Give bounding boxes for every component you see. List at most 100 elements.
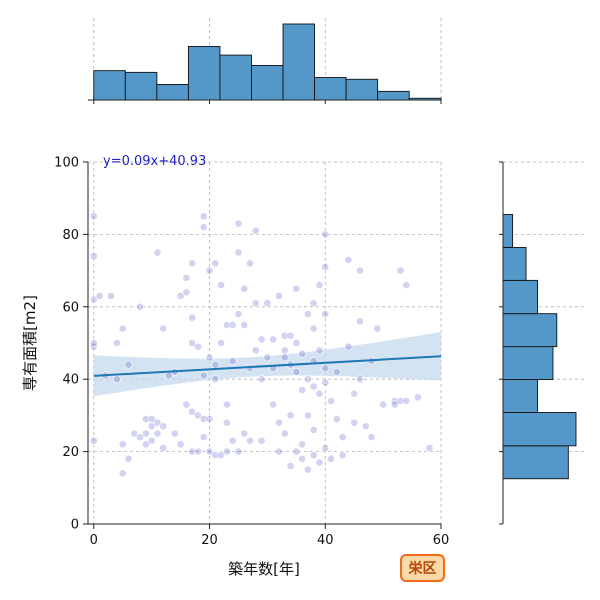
x-tick-label: 0 [90, 533, 98, 548]
data-point [182, 400, 191, 409]
data-point [205, 266, 214, 275]
data-point [315, 458, 324, 467]
right-hist-bar [502, 346, 554, 381]
data-point [141, 440, 150, 449]
data-point [199, 371, 208, 380]
regression-equation: y=0.09x+40.93 [103, 154, 206, 169]
data-point [396, 266, 405, 275]
data-point [147, 436, 156, 445]
data-point [315, 346, 324, 355]
data-point [130, 429, 139, 438]
data-point [402, 397, 411, 405]
data-point [234, 447, 243, 456]
data-point [222, 320, 231, 329]
top-hist-bar [93, 70, 126, 101]
data-point [344, 255, 353, 264]
confidence-band [93, 332, 442, 397]
data-point [292, 284, 301, 293]
x-tick-label: 60 [433, 533, 450, 548]
right-hist-bar [502, 214, 514, 248]
data-point [356, 266, 364, 275]
data-point [188, 313, 197, 322]
data-point [113, 339, 121, 347]
data-point [205, 415, 214, 423]
x-tick-label: 40 [317, 533, 334, 548]
data-point [89, 339, 98, 347]
data-point [304, 310, 312, 318]
data-point [321, 378, 330, 387]
data-point [240, 284, 249, 293]
data-point [390, 400, 399, 409]
data-point [188, 407, 197, 416]
data-point [304, 375, 312, 384]
data-point [240, 429, 249, 438]
data-point [292, 368, 301, 376]
x-axis-label: 築年数[年] [228, 560, 300, 578]
data-point [136, 433, 144, 442]
data-point [228, 357, 237, 365]
right-hist-bar [502, 313, 558, 348]
data-point [194, 411, 202, 420]
y-tick-label: 20 [62, 445, 79, 460]
data-point [257, 436, 266, 445]
data-point [118, 469, 127, 478]
regression-line [93, 355, 442, 377]
data-point [217, 451, 225, 460]
data-point [269, 335, 278, 344]
data-point [246, 436, 254, 445]
data-point [176, 440, 185, 449]
y-tick-label: 80 [62, 228, 79, 243]
top-hist-bar [187, 46, 221, 101]
data-point [304, 465, 312, 474]
data-point [141, 429, 150, 438]
top-marginal-histogram [88, 18, 442, 104]
data-point [321, 230, 330, 239]
top-hist-bar [282, 23, 316, 101]
data-point [286, 462, 295, 470]
data-point [327, 397, 335, 405]
top-hist-bar [156, 84, 189, 101]
data-point [89, 436, 98, 445]
data-point [153, 248, 162, 257]
data-point [280, 346, 289, 355]
ward-badge: 栄区 [400, 554, 445, 582]
data-point [413, 393, 422, 402]
data-point [118, 440, 127, 449]
data-point [199, 433, 208, 442]
data-point [211, 259, 220, 268]
data-point [263, 299, 272, 308]
data-point [251, 346, 260, 355]
scatter-panel: 0 20 40 60 0 20 40 60 80 100 [54, 156, 449, 549]
data-point [402, 281, 411, 289]
data-point [234, 219, 243, 228]
data-point [298, 349, 307, 358]
top-hist-bar [377, 90, 410, 101]
data-point [298, 454, 307, 463]
data-point [222, 447, 231, 456]
data-point [251, 226, 260, 235]
data-point [188, 259, 197, 268]
data-point [321, 364, 330, 373]
data-point [338, 451, 347, 460]
data-point [89, 295, 98, 304]
data-point [269, 400, 278, 409]
data-point [199, 223, 208, 232]
data-point [124, 454, 133, 463]
top-hist-bar [314, 77, 347, 101]
data-point [309, 324, 318, 333]
ward-badge-box [400, 554, 445, 582]
data-point [153, 429, 162, 438]
data-point [280, 353, 289, 362]
data-point [188, 447, 197, 456]
data-point [199, 212, 208, 221]
data-point [344, 342, 353, 351]
data-point [124, 360, 133, 369]
top-hist-bar [124, 71, 158, 101]
data-point [304, 411, 312, 420]
data-point [228, 436, 237, 445]
data-point [222, 400, 231, 409]
data-point [327, 454, 335, 463]
data-point [234, 248, 243, 257]
